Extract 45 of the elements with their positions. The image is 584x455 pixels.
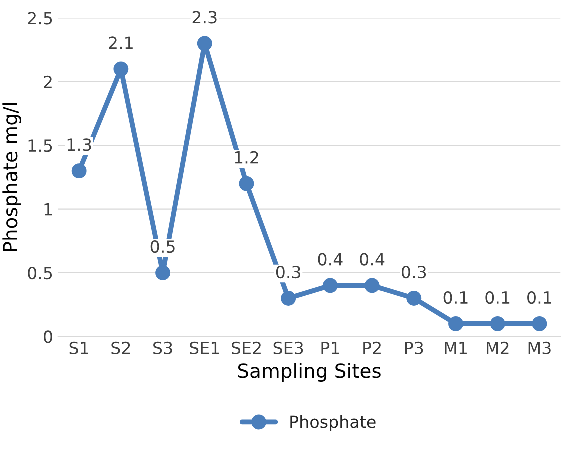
point	[322, 278, 338, 294]
data-label: 0.4	[318, 253, 343, 266]
y-tick-label: 0.5	[28, 266, 52, 280]
x-tick-label: SE3	[274, 342, 304, 354]
point	[364, 278, 380, 294]
data-label: 0.1	[486, 291, 510, 304]
data-label: 0.3	[402, 266, 426, 279]
x-tick-label: S3	[154, 342, 172, 354]
x-tick-label: S2	[112, 342, 130, 354]
point	[239, 176, 254, 192]
data-label: 0.4	[360, 253, 385, 266]
data-label: 0.1	[528, 291, 552, 304]
y-tick-label: 1.5	[28, 140, 52, 152]
x-tick-label: P3	[405, 342, 424, 354]
x-tick-label: SE1	[190, 342, 220, 354]
data-label: 2.1	[109, 36, 133, 50]
point	[156, 266, 170, 280]
data-label: 1.2	[235, 151, 258, 164]
data-label: 1.3	[68, 138, 92, 152]
x-tick-label: SE2	[232, 342, 261, 354]
legend-label: Phosphate	[290, 415, 376, 432]
data-label: 0.5	[150, 240, 175, 254]
point	[448, 316, 464, 332]
y-tick-label: 0	[44, 330, 52, 344]
data-label: 0.1	[444, 291, 468, 304]
x-tick-label: M2	[487, 342, 509, 354]
point	[72, 164, 87, 179]
x-tick-label: P2	[364, 342, 381, 354]
point	[114, 62, 129, 77]
x-axis-title: Sampling Sites	[238, 363, 381, 382]
x-tick-label: S1	[70, 342, 88, 354]
data-label: 2.3	[192, 11, 217, 24]
x-tick-label: P1	[322, 342, 340, 354]
point	[197, 36, 212, 52]
y-tick-label: 2	[44, 76, 52, 88]
x-tick-label: M3	[528, 342, 551, 354]
y-tick-label: 2.5	[28, 12, 52, 25]
point	[406, 291, 422, 306]
y-tick-label: 1	[44, 203, 52, 216]
point	[281, 291, 296, 306]
data-label: 0.3	[276, 266, 301, 279]
x-tick-label: M1	[445, 342, 467, 354]
point	[532, 316, 548, 332]
point	[490, 316, 506, 332]
y-axis-title: Phosphate mg/l	[2, 103, 22, 252]
